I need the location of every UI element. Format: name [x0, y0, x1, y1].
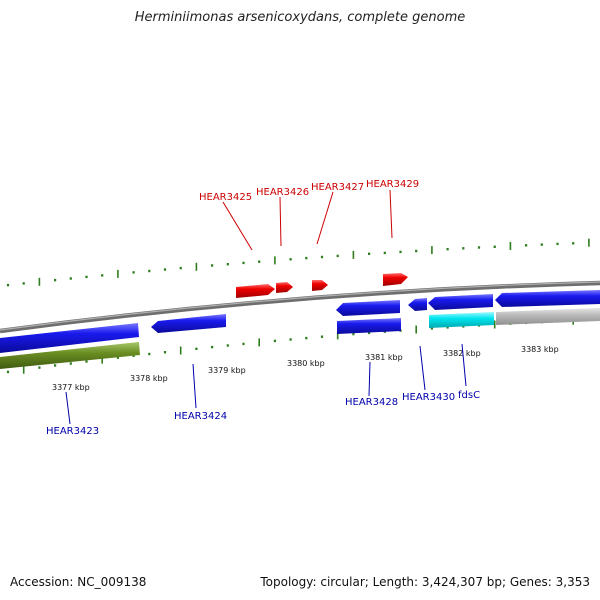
- leader-line: [65, 391, 71, 425]
- gene-hear3429[interactable]: [383, 273, 408, 286]
- gene-hear3426[interactable]: [276, 282, 293, 293]
- gene-label-hear3430[interactable]: HEAR3430: [402, 392, 455, 403]
- gene-hear3425[interactable]: [236, 284, 275, 298]
- leader-line: [419, 345, 426, 391]
- gene-labels-top: HEAR3425 HEAR3426 HEAR3427 HEAR3429: [199, 179, 419, 251]
- gene-blue-upper-4[interactable]: [495, 290, 600, 307]
- gene-hear3423-blue[interactable]: [0, 323, 139, 353]
- gene-hear3423-green[interactable]: [0, 342, 140, 369]
- gene-label-hear3423[interactable]: HEAR3423: [46, 426, 99, 437]
- accession-text: Accession: NC_009138: [10, 575, 147, 589]
- gene-grey-track[interactable]: [496, 308, 600, 325]
- gene-fdsc[interactable]: [429, 312, 494, 328]
- leader-line: [368, 361, 371, 397]
- kbp-label: 3382 kbp: [443, 349, 481, 358]
- kbp-label: 3379 kbp: [208, 366, 246, 375]
- gene-hear3424[interactable]: [151, 314, 226, 333]
- leader-line: [316, 191, 334, 245]
- kbp-label: 3380 kbp: [287, 359, 325, 368]
- gene-blue-upper-1[interactable]: [336, 300, 400, 316]
- leader-line: [222, 201, 253, 251]
- gene-label-hear3427[interactable]: HEAR3427: [311, 182, 364, 193]
- leader-line: [279, 196, 282, 247]
- genome-backbone-highlight: [0, 281, 600, 331]
- gene-label-hear3426[interactable]: HEAR3426: [256, 187, 309, 198]
- page-title: Herminiimonas arsenicoxydans, complete g…: [134, 10, 466, 25]
- gene-label-fdsc[interactable]: fdsC: [458, 390, 480, 401]
- gene-label-hear3428[interactable]: HEAR3428: [345, 397, 398, 408]
- gene-blue-upper-2[interactable]: [408, 298, 427, 311]
- kbp-label: 3377 kbp: [52, 383, 90, 392]
- gene-blue-upper-3[interactable]: [428, 294, 493, 310]
- gene-label-hear3424[interactable]: HEAR3424: [174, 411, 227, 422]
- kbp-label: 3383 kbp: [521, 345, 559, 354]
- gene-hear3428[interactable]: [337, 318, 401, 334]
- genome-backbone: [0, 280, 600, 334]
- gene-label-hear3425[interactable]: HEAR3425: [199, 192, 252, 203]
- gene-label-hear3429[interactable]: HEAR3429: [366, 179, 419, 190]
- kbp-labels: 3377 kbp 3378 kbp 3379 kbp 3380 kbp 3381…: [52, 345, 559, 392]
- gene-hear3427[interactable]: [312, 280, 328, 291]
- kbp-label: 3378 kbp: [130, 374, 168, 383]
- leader-line: [461, 343, 467, 387]
- leader-line: [192, 363, 197, 409]
- leader-line: [389, 189, 393, 239]
- tick-row-outer: [6, 238, 590, 287]
- kbp-label: 3381 kbp: [365, 353, 403, 362]
- gene-labels-bottom: HEAR3423 HEAR3424 HEAR3428 HEAR3430 fdsC: [46, 343, 480, 437]
- genome-summary-text: Topology: circular; Length: 3,424,307 bp…: [260, 575, 590, 589]
